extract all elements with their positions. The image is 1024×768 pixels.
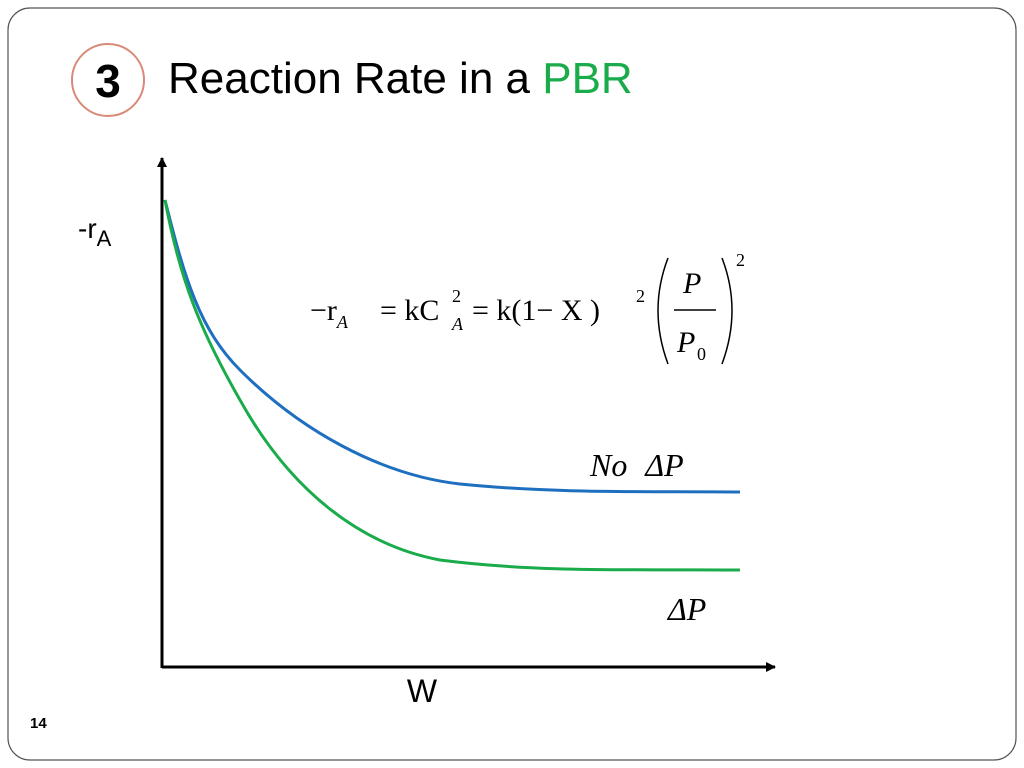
eq-num: P — [682, 267, 701, 300]
text-part: No — [589, 447, 627, 483]
text-part: A — [336, 312, 349, 332]
eq-rhs-sup: 2 — [636, 286, 645, 306]
eq-den-sub: 0 — [697, 344, 706, 364]
eq-mid: = kC — [380, 294, 439, 327]
paren-left — [657, 257, 669, 365]
eq-mid-sub: A — [451, 314, 464, 334]
curve-label-dp: ΔP — [666, 591, 706, 627]
page-number: 14 — [30, 715, 47, 732]
title-text: Reaction Rate in a — [168, 54, 531, 103]
slide-border — [7, 7, 1017, 761]
y-label-main: -r — [78, 213, 97, 244]
x-axis-label: W — [407, 673, 438, 709]
equation: −rA = kC 2 A = k(1− X ) 2 P P 0 2 — [310, 250, 745, 365]
badge: 3 — [95, 55, 121, 107]
title: Reaction Rate in a PBR — [168, 54, 633, 103]
paren-right — [721, 257, 733, 365]
title-highlight: PBR — [542, 54, 632, 103]
text-part: −r — [310, 294, 337, 327]
y-label-sub: A — [97, 226, 112, 251]
curve-dp — [163, 199, 741, 572]
eq-lhs: −rA — [310, 294, 349, 332]
y-axis-label: -rA — [78, 213, 112, 251]
eq-rhs: = k(1− X ) — [472, 294, 600, 327]
text-part: ΔP — [643, 447, 683, 483]
eq-outer-sup: 2 — [736, 250, 745, 270]
badge-circle — [71, 43, 145, 117]
curve-label-no: No ΔP — [589, 447, 684, 483]
curve-no-dp — [163, 199, 741, 494]
eq-den: P — [676, 326, 695, 359]
eq-mid-sup: 2 — [452, 286, 461, 306]
